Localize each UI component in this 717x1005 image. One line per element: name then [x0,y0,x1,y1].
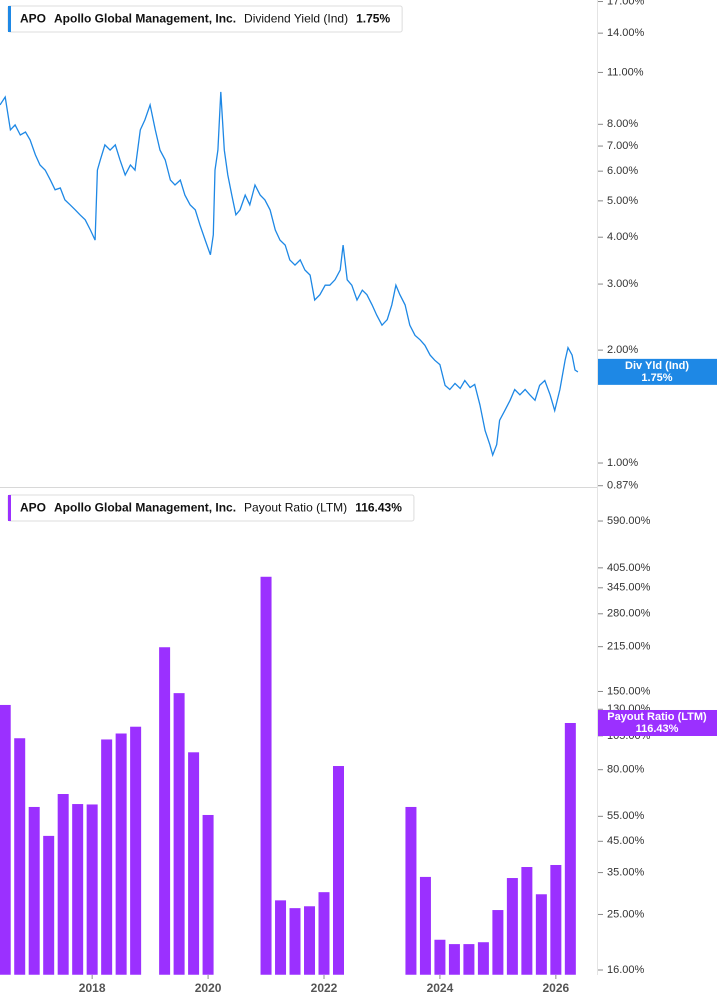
badge-name: Div Yld (Ind) [625,360,689,372]
bar [405,806,417,975]
bar [448,944,460,975]
y-tick-label: 5.00% [607,195,638,207]
legend-metric: Payout Ratio (LTM) [244,501,347,515]
bar [57,794,69,975]
legend-metric: Dividend Yield (Ind) [244,12,348,26]
bar [86,804,98,975]
y-tick-label: 0.87% [607,480,638,492]
bar [506,878,518,975]
y-tick-label: 4.00% [607,231,638,243]
x-tick-label: 2024 [427,981,454,995]
y-tick-label: 55.00% [607,810,645,822]
bar [260,576,272,975]
legend-company: Apollo Global Management, Inc. [54,12,236,26]
y-tick-label: 150.00% [607,685,651,697]
y-tick-label: 7.00% [607,140,638,152]
bar [318,892,330,975]
bar [28,806,40,975]
y-tick-label: 11.00% [607,66,644,78]
legend-ticker: APO [20,12,46,26]
y-tick-label: 45.00% [607,835,645,847]
y-tick-label: 2.00% [607,344,638,356]
bar [14,738,26,975]
bar [101,739,113,975]
bar [419,876,431,975]
y-tick-label: 17.00% [607,0,645,7]
y-tick-label: 25.00% [607,908,645,920]
badge-name: Payout Ratio (LTM) [607,711,707,723]
bar [188,752,200,975]
y-tick-label: 1.00% [607,457,638,469]
bar [115,733,127,975]
bar [535,894,547,975]
bar [332,766,344,975]
bar [130,726,142,975]
y-tick-label: 3.00% [607,278,638,290]
legend-swatch [8,495,11,521]
bar [564,722,576,975]
y-tick-label: 14.00% [607,27,645,39]
legend-header: APO Apollo Global Management, Inc. Dividen… [7,5,403,33]
bar [72,804,84,975]
y-tick-label: 590.00% [607,515,651,527]
bar [492,910,504,975]
bar [521,867,533,975]
x-tick-label: 2026 [542,981,569,995]
y-tick-label: 405.00% [607,562,651,574]
legend-company: Apollo Global Management, Inc. [54,501,236,515]
y-tick-label: 345.00% [607,582,651,594]
legend-header: APO Apollo Global Management, Inc. Payout … [7,494,415,522]
bar [304,906,316,975]
bar [463,944,475,975]
bar [289,908,301,975]
bar [159,647,171,975]
bar [275,900,287,975]
bar [550,864,562,975]
y-tick-label: 6.00% [607,165,638,177]
badge-value: 1.75% [641,372,672,384]
value-badge [598,358,717,385]
y-tick-label: 35.00% [607,866,645,878]
x-tick-label: 2018 [79,981,106,995]
bar [0,704,11,975]
value-badge [598,709,717,736]
y-tick-label: 80.00% [607,764,645,776]
legend-ticker: APO [20,501,46,515]
bar [173,693,185,975]
badge-value: 116.43% [636,723,679,735]
legend-value: 1.75% [356,12,390,26]
x-tick-label: 2020 [195,981,222,995]
y-tick-label: 215.00% [607,641,651,653]
bar [477,942,489,975]
y-tick-label: 8.00% [607,118,638,130]
line-series [0,91,579,458]
y-tick-label: 16.00% [607,964,645,976]
bar [202,814,214,975]
x-tick-label: 2022 [311,981,338,995]
bar [43,835,55,975]
y-tick-label: 280.00% [607,608,651,620]
legend-swatch [8,6,11,32]
bar [434,939,446,975]
legend-value: 116.43% [355,501,402,515]
